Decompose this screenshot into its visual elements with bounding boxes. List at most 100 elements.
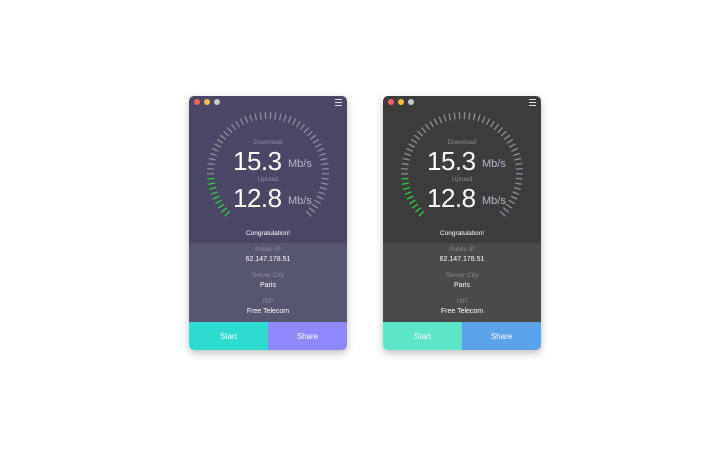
gauge-tick xyxy=(481,116,486,124)
gauge-tick xyxy=(508,199,516,205)
isp-label: ISP xyxy=(456,298,468,305)
gauge-tick xyxy=(497,127,504,134)
download-unit: Mb/s xyxy=(482,158,506,170)
gauge-tick xyxy=(214,143,221,148)
gauge-tick xyxy=(216,138,224,144)
gauge-tick xyxy=(291,118,297,126)
gauge-tick xyxy=(320,157,328,161)
gauge-tick xyxy=(315,143,322,148)
gauge-tick xyxy=(316,195,324,200)
gauge-tick xyxy=(468,112,471,120)
public-ip-label: Public IP xyxy=(255,246,281,253)
gauge-panel: Download 15.3 Mb/s Upload 12.8 Mb/s Cong… xyxy=(189,96,347,243)
gauge-tick xyxy=(303,127,310,134)
gauge-tick xyxy=(493,123,500,131)
gauge-tick xyxy=(209,186,217,190)
gauge-tick xyxy=(278,113,282,121)
download-label: Download xyxy=(447,139,477,146)
gauge-tick xyxy=(411,203,419,209)
isp-label: ISP xyxy=(262,298,274,305)
speed-gauge xyxy=(400,112,524,217)
gauge-tick xyxy=(418,210,425,217)
gauge-tick xyxy=(239,118,245,126)
gauge-tick xyxy=(320,182,329,185)
gauge-tick xyxy=(404,152,412,157)
gauge-tick xyxy=(208,157,216,161)
gauge-tick xyxy=(414,207,422,213)
gauge-tick xyxy=(489,120,495,128)
gauge-tick xyxy=(505,203,513,209)
gauge-tick xyxy=(433,118,439,126)
gauge-tick xyxy=(413,134,421,140)
gauge-tick xyxy=(318,191,326,195)
gauge-tick xyxy=(443,114,447,122)
gauge-tick xyxy=(306,130,313,137)
gauge-tick xyxy=(408,143,415,148)
server-city-label: Server City xyxy=(251,272,285,279)
close-button[interactable] xyxy=(388,99,394,105)
gauge-tick xyxy=(224,210,231,217)
gauge-tick xyxy=(312,138,320,144)
download-value: 15.3 xyxy=(427,146,476,176)
gauge-tick xyxy=(417,130,424,137)
gauge-tick xyxy=(506,138,514,144)
gauge-tick xyxy=(401,182,410,185)
gauge-tick xyxy=(314,199,322,205)
gauge-tick xyxy=(210,191,218,195)
share-button[interactable]: Share xyxy=(268,322,347,350)
gauge-tick xyxy=(321,162,329,166)
gauge-tick xyxy=(259,112,262,120)
gauge-tick xyxy=(283,114,287,122)
gauge-tick xyxy=(223,130,230,137)
gauge-tick xyxy=(499,210,506,217)
gauge-panel: Download 15.3 Mb/s Upload 12.8 Mb/s Cong… xyxy=(383,96,541,243)
gauge-tick xyxy=(308,207,316,213)
public-ip-value: 62.147.178.51 xyxy=(245,256,291,263)
minimize-button[interactable] xyxy=(398,99,404,105)
hamburger-menu-icon[interactable] xyxy=(529,99,536,106)
gauge-tick xyxy=(515,162,523,166)
status-message: Congratulation! xyxy=(439,230,485,237)
gauge-tick xyxy=(420,127,427,134)
gauge-tick xyxy=(406,195,414,200)
gauge-tick xyxy=(309,134,317,140)
server-city-label: Server City xyxy=(445,272,479,279)
gauge-tick xyxy=(512,191,520,195)
server-city-value: Paris xyxy=(454,282,470,289)
gauge-tick xyxy=(299,123,306,131)
gauge-tick xyxy=(212,195,220,200)
gauge-tick xyxy=(410,138,418,144)
gauge-tick xyxy=(448,113,452,121)
close-button[interactable] xyxy=(194,99,200,105)
connection-info: Public IP 62.147.178.51 Server City Pari… xyxy=(189,243,347,322)
gauge-tick xyxy=(404,191,412,195)
gauge-tick xyxy=(217,203,225,209)
gauge-tick xyxy=(214,199,222,205)
gauge-tick xyxy=(514,157,522,161)
gauge-tick xyxy=(318,152,326,157)
gauge-tick xyxy=(510,195,518,200)
start-button[interactable]: Start xyxy=(383,322,462,350)
zoom-button[interactable] xyxy=(214,99,220,105)
share-button[interactable]: Share xyxy=(462,322,541,350)
gauge-tick xyxy=(317,147,325,152)
zoom-button[interactable] xyxy=(408,99,414,105)
start-button[interactable]: Start xyxy=(189,322,268,350)
gauge-tick xyxy=(220,207,228,213)
gauge-tick xyxy=(311,203,319,209)
download-unit: Mb/s xyxy=(288,158,312,170)
gauge-tick xyxy=(511,147,519,152)
status-message: Congratulation! xyxy=(245,230,291,237)
gauge-tick xyxy=(274,112,277,120)
minimize-button[interactable] xyxy=(204,99,210,105)
hamburger-menu-icon[interactable] xyxy=(335,99,342,106)
gauge-tick xyxy=(502,207,510,213)
window-controls xyxy=(194,99,220,105)
upload-label: Upload xyxy=(451,176,473,183)
gauge-tick xyxy=(219,134,227,140)
gauge-tick xyxy=(305,210,312,217)
gauge-tick xyxy=(477,114,481,122)
gauge-tick xyxy=(403,186,411,190)
server-city-value: Paris xyxy=(260,282,276,289)
upload-value: 12.8 xyxy=(427,183,476,213)
